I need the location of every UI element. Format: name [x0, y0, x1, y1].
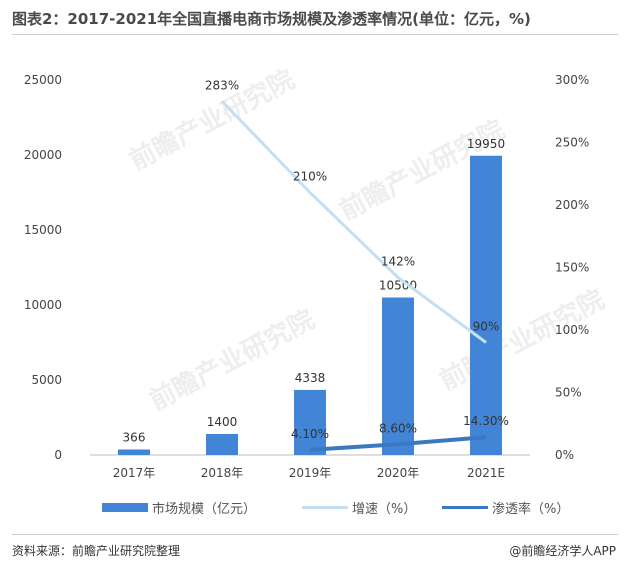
source-note: 资料来源：前瞻产业研究院整理 [12, 544, 181, 558]
y-right-tick-label: 0% [555, 448, 574, 462]
y-left-tick-label: 0 [54, 448, 62, 462]
legend-item-market-size: 市场规模（亿元） [102, 498, 256, 517]
legend-swatch-line [302, 506, 348, 509]
growth-line [220, 100, 487, 344]
chart-title: 图表2：2017-2021年全国直播电商市场规模及渗透率情况(单位：亿元，%) [12, 10, 531, 28]
chart-area: 0 5000 10000 15000 20000 25000 0% 50% 100% 150% 20… [24, 73, 590, 480]
y-left-tick-label: 15000 [24, 223, 62, 237]
x-tick-label: 2020年 [377, 466, 420, 480]
x-tick-label: 2018年 [201, 466, 244, 480]
y-right-tick-label: 200% [555, 198, 589, 212]
growth-value-label: 210% [293, 170, 327, 184]
footer-divider [12, 534, 618, 535]
bar-value-label: 366 [123, 431, 146, 445]
chart-legend: 市场规模（亿元） 增速（%） 渗透率（%） [70, 498, 590, 518]
growth-value-label: 283% [205, 78, 239, 92]
bar-value-label: 4338 [295, 371, 326, 385]
y-right-tick-label: 250% [555, 136, 589, 150]
x-tick-label: 2021E [467, 466, 505, 480]
bar [470, 155, 502, 455]
legend-swatch-bar [102, 503, 148, 512]
x-tick-label: 2017年 [113, 466, 156, 480]
legend-label: 市场规模（亿元） [152, 502, 257, 517]
y-left-tick-label: 10000 [24, 298, 62, 312]
y-left-tick-label: 25000 [24, 73, 62, 87]
bar-value-label: 10500 [379, 279, 417, 293]
legend-label: 增速（%） [352, 502, 417, 517]
growth-value-label: 90% [473, 320, 500, 334]
legend-item-growth: 增速（%） [302, 498, 416, 517]
penetration-value-label: 14.30% [463, 414, 509, 428]
bar-value-label: 1400 [207, 415, 238, 429]
bar [206, 434, 238, 455]
bar-value-label: 19950 [467, 137, 505, 151]
bar [294, 389, 326, 455]
legend-item-penetration: 渗透率（%） [442, 498, 569, 517]
brand-credit: @前瞻经济学人APP [509, 544, 616, 558]
y-left-tick-label: 20000 [24, 148, 62, 162]
penetration-value-label: 4.10% [291, 427, 329, 441]
growth-value-label: 142% [381, 255, 415, 269]
legend-label: 渗透率（%） [492, 502, 570, 517]
bar [118, 449, 150, 455]
y-right-tick-label: 300% [555, 73, 589, 87]
title-divider [12, 34, 618, 35]
y-left-tick-label: 5000 [31, 373, 62, 387]
x-tick-label: 2019年 [289, 466, 332, 480]
y-right-tick-label: 150% [555, 261, 589, 275]
y-right-tick-label: 100% [555, 323, 589, 337]
penetration-value-label: 8.60% [379, 421, 417, 435]
legend-swatch-line [442, 506, 488, 509]
penetration-line [309, 435, 487, 452]
y-right-tick-label: 50% [555, 386, 582, 400]
bar [382, 297, 414, 455]
